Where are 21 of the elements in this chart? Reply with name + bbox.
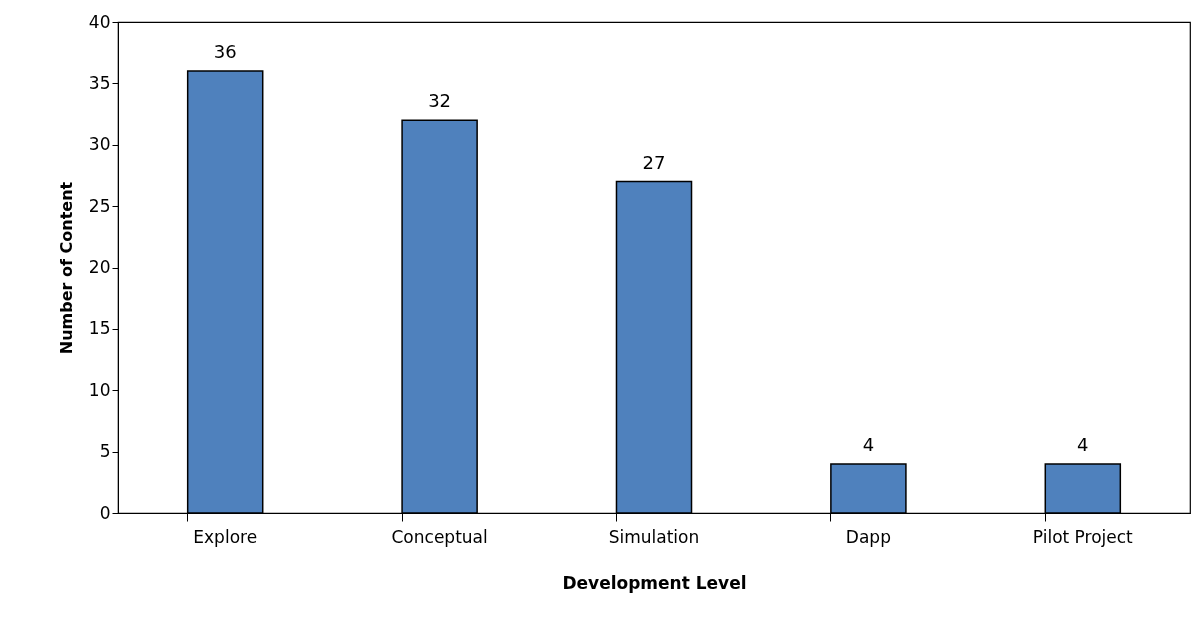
y-tick-label: 25: [88, 195, 111, 216]
data-label: 4: [862, 433, 875, 455]
data-label: 36: [213, 41, 237, 63]
y-tick-label: 20: [88, 257, 111, 277]
y-tick-label: 5: [99, 441, 111, 462]
y-tick-label: 35: [88, 72, 111, 93]
y-axis-title: Number of Content: [56, 181, 76, 355]
data-label: 4: [1077, 433, 1089, 455]
y-tick-label: 40: [88, 11, 111, 32]
y-tick-label: 0: [99, 502, 111, 523]
y-tick-label: 30: [88, 134, 111, 155]
x-tick-label: Explore: [193, 526, 258, 547]
x-tick-label: Simulation: [608, 526, 700, 547]
data-label: 27: [642, 151, 666, 173]
data-label: 32: [428, 90, 452, 112]
x-tick-label: Pilot Project: [1032, 526, 1134, 547]
x-tick-label: Dapp: [845, 526, 891, 547]
x-axis-title: Development Level: [562, 572, 747, 593]
x-tick-label: Conceptual: [391, 526, 488, 547]
y-tick-label: 15: [88, 318, 111, 339]
y-tick-label: 10: [88, 379, 111, 400]
